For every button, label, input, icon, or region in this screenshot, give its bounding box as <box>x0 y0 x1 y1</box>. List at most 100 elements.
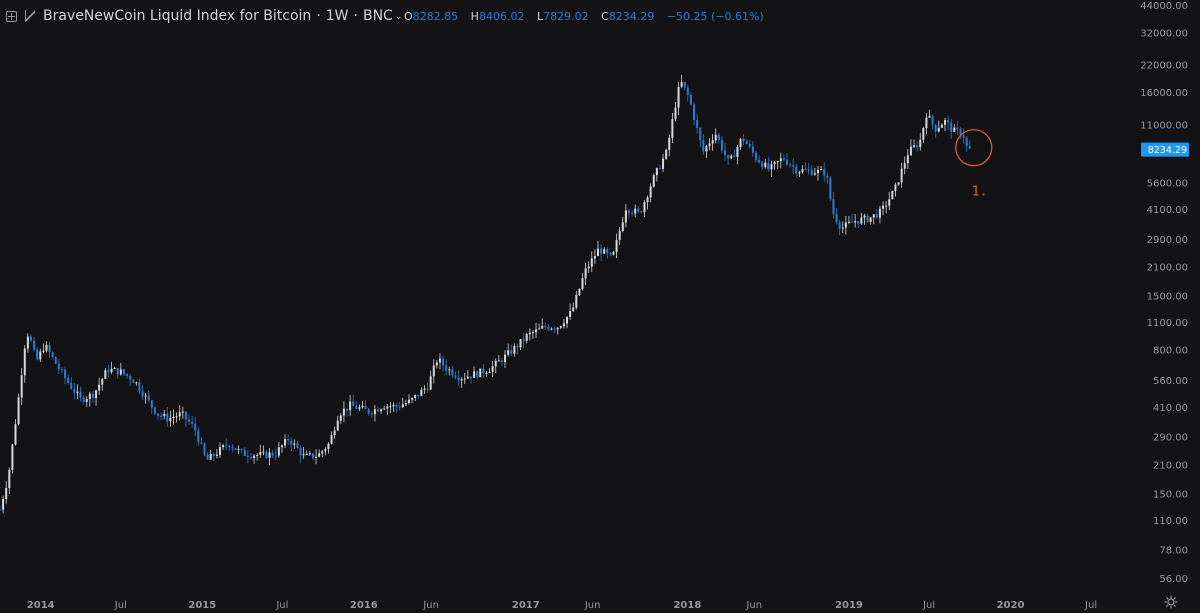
candle-body <box>742 138 745 141</box>
candle-body <box>835 213 838 222</box>
candle-body <box>655 168 658 176</box>
candle-body <box>569 310 572 317</box>
candle-body <box>346 408 349 411</box>
candle-body <box>398 406 401 408</box>
candle-body <box>448 369 451 371</box>
candle-body <box>206 454 209 460</box>
candle-body <box>813 173 816 175</box>
candle-body <box>8 469 11 488</box>
y-tick-label: 11000.00 <box>1140 120 1188 131</box>
candle-body <box>333 430 336 436</box>
y-tick-label: 5600.00 <box>1147 178 1188 189</box>
candle-body <box>442 358 445 366</box>
candle-body <box>451 369 454 376</box>
candle-body <box>559 326 562 328</box>
chevron-down-icon[interactable]: ⌄ <box>394 12 403 22</box>
interval-label[interactable]: 1W <box>325 8 349 24</box>
candle-body <box>469 376 472 378</box>
candle-body <box>203 443 206 455</box>
candle-body <box>327 443 330 450</box>
candle-body <box>132 379 135 383</box>
candle-body <box>119 369 122 375</box>
candle-body <box>519 339 522 348</box>
candle-body <box>717 134 720 140</box>
expand-icon[interactable] <box>6 10 17 22</box>
annotation-label: 1. <box>972 185 988 200</box>
x-tick-label: Jul <box>114 600 127 611</box>
y-tick-label: 4100.00 <box>1147 205 1188 216</box>
candle-body <box>129 375 132 380</box>
candle-body <box>262 451 265 453</box>
candle-body <box>339 415 342 421</box>
y-tick-label: 800.00 <box>1153 346 1188 357</box>
candle-body <box>875 214 878 218</box>
candle-body <box>931 115 934 125</box>
candle-body <box>714 134 717 141</box>
candle-body <box>593 256 596 259</box>
x-tick-label: 2018 <box>673 600 701 611</box>
candle-body <box>739 138 742 148</box>
candle-body <box>54 357 57 364</box>
low-value: 7829.02 <box>543 10 589 23</box>
candle-body <box>417 395 420 397</box>
series-style-icon[interactable] <box>25 10 35 22</box>
candle-body <box>903 163 906 169</box>
candle-body <box>271 452 274 456</box>
candle-body <box>770 164 773 170</box>
candle-body <box>349 401 352 411</box>
candle-body <box>104 370 107 379</box>
candle-body <box>305 454 308 456</box>
candle-body <box>668 137 671 150</box>
gear-icon[interactable] <box>1164 595 1178 609</box>
time-axis[interactable]: 2014 Jul 2015 Jul 2016 Jun 2017 Jun 2018 Jun 2019 J… <box>27 600 1097 611</box>
y-tick-label: 16000.00 <box>1140 88 1188 99</box>
candle-body <box>426 388 429 390</box>
candle-body <box>249 456 252 458</box>
candle-body <box>584 268 587 279</box>
candle-body <box>36 349 39 360</box>
candle-body <box>792 165 795 167</box>
candle-body <box>606 249 609 254</box>
candle-body <box>531 332 534 334</box>
candle-body <box>0 509 1 511</box>
candle-body <box>404 403 407 405</box>
candle-body <box>67 378 70 383</box>
candle-body <box>562 323 565 327</box>
price-axis[interactable]: 44000.00 32000.00 22000.00 16000.00 11000.00… <box>1140 1 1188 585</box>
y-tick-label: 22000.00 <box>1140 61 1188 72</box>
x-tick-label: Jul <box>1084 600 1097 611</box>
candle-body <box>432 365 435 377</box>
change-value: −50.25 (−0.61%) <box>666 10 764 23</box>
candle-body <box>776 161 779 163</box>
candle-body <box>844 222 847 228</box>
candle-body <box>460 379 463 381</box>
candle-body <box>745 140 748 145</box>
candle-body <box>361 405 364 408</box>
candle-body <box>705 146 708 152</box>
candle-body <box>20 375 23 398</box>
candle-body <box>779 158 782 162</box>
candle-body <box>810 169 813 175</box>
candle-body <box>596 248 599 257</box>
candle-body <box>671 119 674 138</box>
candle-body <box>389 406 392 408</box>
candle-body <box>296 443 299 449</box>
candle-body <box>940 124 943 128</box>
exchange-label[interactable]: BNC <box>362 8 393 24</box>
candle-body <box>696 120 699 128</box>
candle-body <box>70 382 73 389</box>
candle-body <box>311 453 314 458</box>
candle-body <box>98 384 101 391</box>
candle-body <box>637 208 640 212</box>
candle-body <box>364 405 367 409</box>
candle-body <box>324 449 327 452</box>
candle-body <box>751 146 754 153</box>
y-tick-label: 56.00 <box>1159 574 1188 585</box>
candle-body <box>820 169 823 171</box>
candle-body <box>280 445 283 448</box>
candle-body <box>315 456 318 458</box>
candle-body <box>603 249 606 254</box>
y-tick-label: 210.00 <box>1153 460 1188 471</box>
symbol-title[interactable]: BraveNewCoin Liquid Index for Bitcoin <box>43 8 312 24</box>
